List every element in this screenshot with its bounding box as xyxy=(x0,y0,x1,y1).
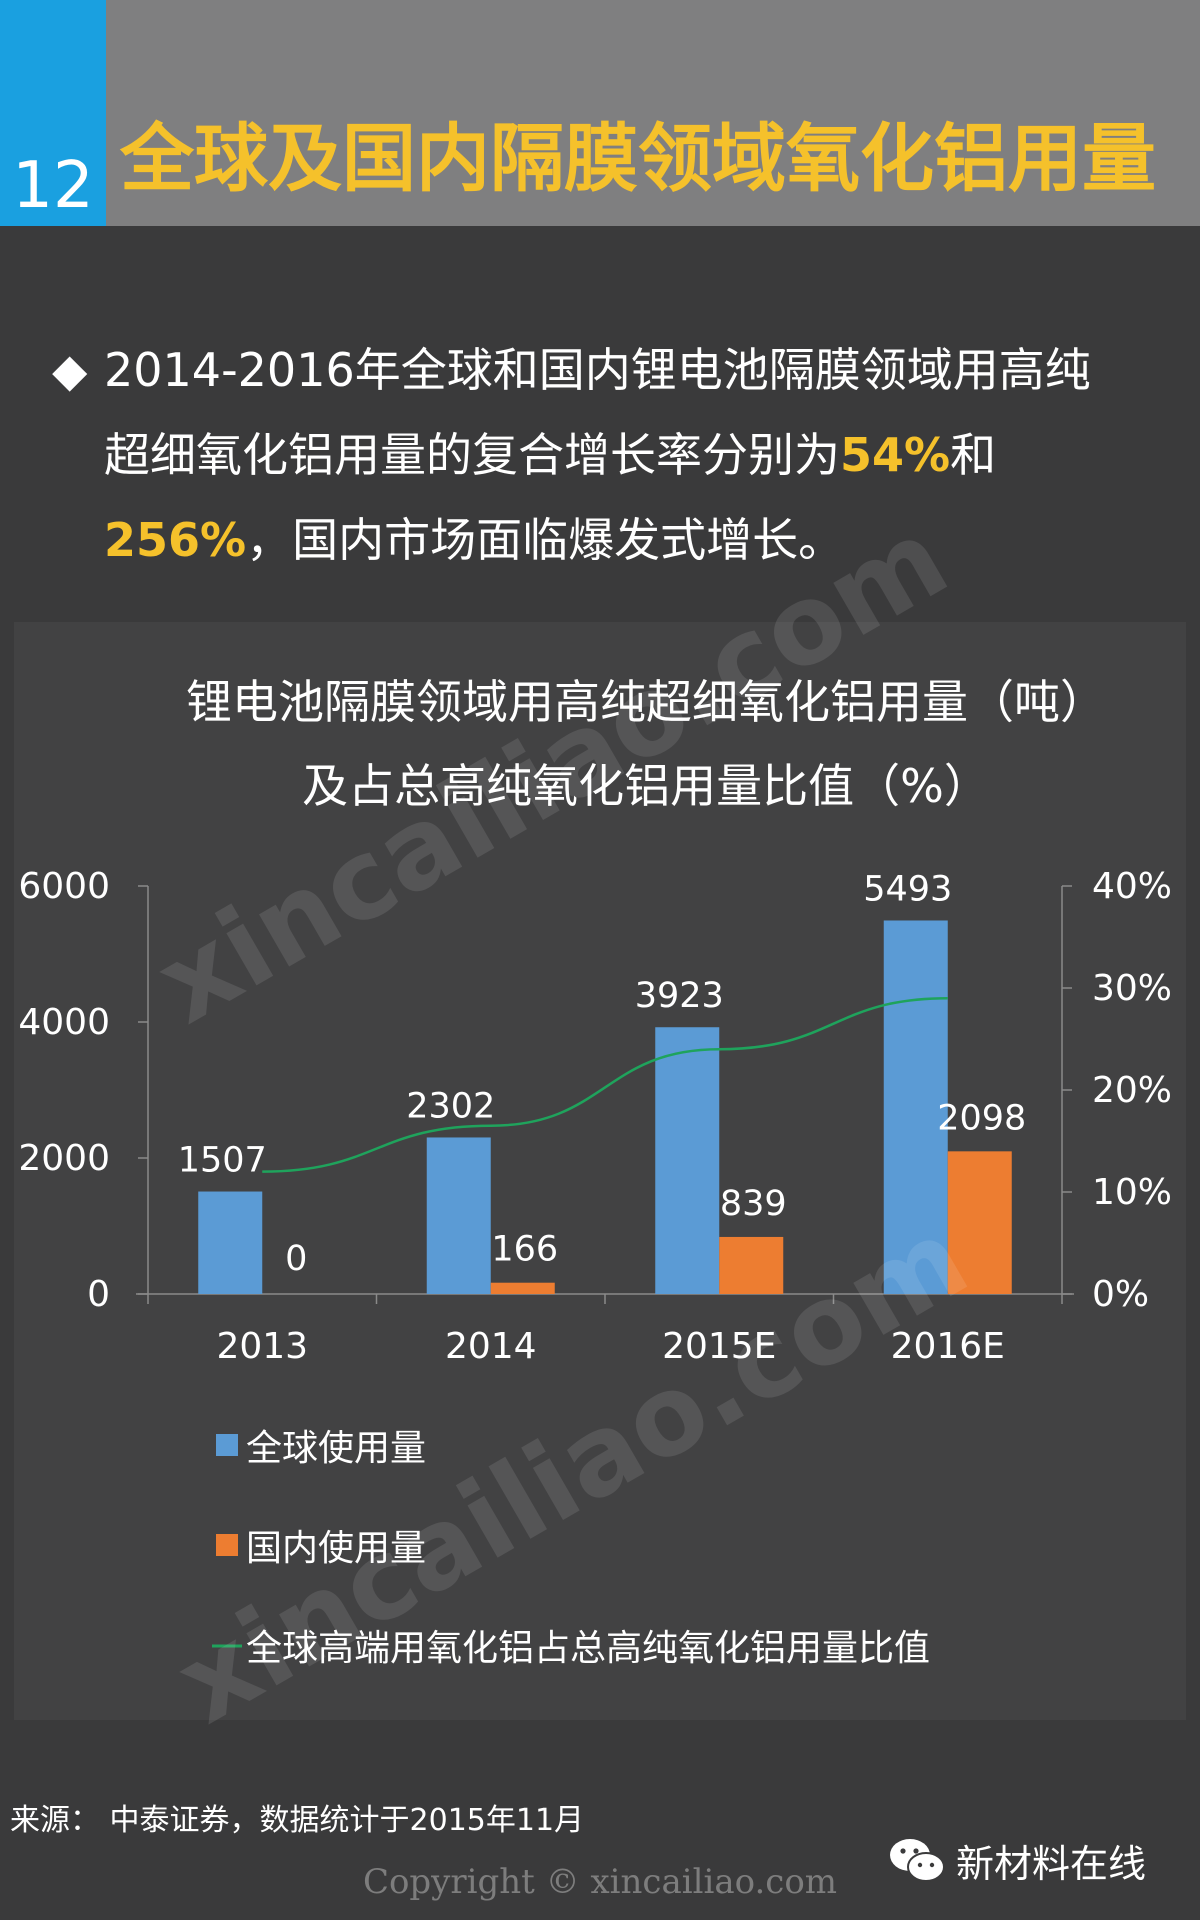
page-title: 全球及国内隔膜领域氧化铝用量 xyxy=(120,116,1156,202)
right-tick-label: 30% xyxy=(1092,968,1172,1009)
legend-label: 全球高端用氧化铝占总高纯氧化铝用量比值 xyxy=(246,1628,930,1669)
data-label: 839 xyxy=(720,1184,787,1224)
bullet-text-2: 超细氧化铝用量的复合增长率分别为 xyxy=(104,428,840,482)
bar-global xyxy=(655,1027,720,1294)
left-tick-label: 6000 xyxy=(18,866,110,907)
data-label: 2098 xyxy=(937,1098,1026,1138)
data-label: 2302 xyxy=(406,1086,495,1126)
left-tick-label: 4000 xyxy=(18,1002,110,1043)
right-tick-label: 0% xyxy=(1092,1274,1149,1315)
data-label: 1507 xyxy=(178,1141,267,1181)
legend-swatch xyxy=(216,1534,238,1556)
chart-title-line-2: 及占总高纯氧化铝用量比值（%） xyxy=(302,759,990,813)
bar-domestic xyxy=(947,1151,1012,1294)
left-tick-label: 0 xyxy=(87,1274,110,1315)
bar-domestic xyxy=(490,1282,555,1294)
diamond-bullet-icon: ◆ xyxy=(52,343,88,397)
chart-title-line-1: 锂电池隔膜领域用高纯超细氧化铝用量（吨） xyxy=(186,675,1106,729)
highlight-domestic-rate: 256% xyxy=(104,513,247,567)
left-tick-label: 2000 xyxy=(18,1138,110,1179)
bullet-line-3: 256%，国内市场面临爆发式增长。 xyxy=(52,498,1152,583)
bullet-line-2: 超细氧化铝用量的复合增长率分别为54%和 xyxy=(52,413,1152,498)
x-tick-label: 2015E xyxy=(662,1326,776,1367)
bar-global xyxy=(883,920,948,1294)
x-tick-label: 2016E xyxy=(891,1326,1005,1367)
line-series-ratio xyxy=(262,996,948,1173)
copyright-notice: Copyright © xincailiao.com xyxy=(362,1862,838,1902)
section-number-box: 12 xyxy=(0,0,106,226)
bar-domestic xyxy=(719,1236,784,1294)
bullet-paragraph: ◆ 2014-2016年全球和国内锂电池隔膜领域用高纯 超细氧化铝用量的复合增长率… xyxy=(52,328,1152,583)
wechat-icon xyxy=(890,1839,945,1882)
highlight-global-rate: 54% xyxy=(840,428,951,482)
bullet-text-2b: 和 xyxy=(950,428,997,482)
header-bar xyxy=(0,0,1200,226)
source-note: 来源： 中泰证券，数据统计于2015年11月 xyxy=(10,1803,585,1838)
right-tick-label: 40% xyxy=(1092,866,1172,907)
bullet-text-1: 2014-2016年全球和国内锂电池隔膜领域用高纯 xyxy=(104,343,1091,397)
data-label: 166 xyxy=(491,1230,558,1270)
bullet-line-1: ◆ 2014-2016年全球和国内锂电池隔膜领域用高纯 xyxy=(52,328,1152,413)
chart-panel: 锂电池隔膜领域用高纯超细氧化铝用量（吨） 及占总高纯氧化铝用量比值（%） 0 2000… xyxy=(14,622,1186,1720)
wechat-account-name: 新材料在线 xyxy=(956,1841,1147,1886)
x-tick-label: 2014 xyxy=(445,1326,537,1367)
legend-label: 国内使用量 xyxy=(246,1528,426,1569)
data-label: 3923 xyxy=(635,976,724,1016)
bullet-text-3: ，国内市场面临爆发式增长。 xyxy=(246,513,845,567)
bar-global xyxy=(198,1191,263,1294)
data-label: 5493 xyxy=(863,869,952,909)
x-tick-label: 2013 xyxy=(216,1326,308,1367)
right-tick-label: 10% xyxy=(1092,1172,1172,1213)
bar-global xyxy=(426,1137,491,1294)
section-number: 12 xyxy=(12,149,94,223)
wechat-account: 新材料在线 xyxy=(888,1830,1146,1890)
chart: 锂电池隔膜领域用高纯超细氧化铝用量（吨） 及占总高纯氧化铝用量比值（%） 0 2000… xyxy=(18,675,1172,1669)
legend-label: 全球使用量 xyxy=(246,1428,426,1469)
legend-swatch xyxy=(216,1434,238,1456)
right-tick-label: 20% xyxy=(1092,1070,1172,1111)
data-label: 0 xyxy=(285,1239,307,1279)
